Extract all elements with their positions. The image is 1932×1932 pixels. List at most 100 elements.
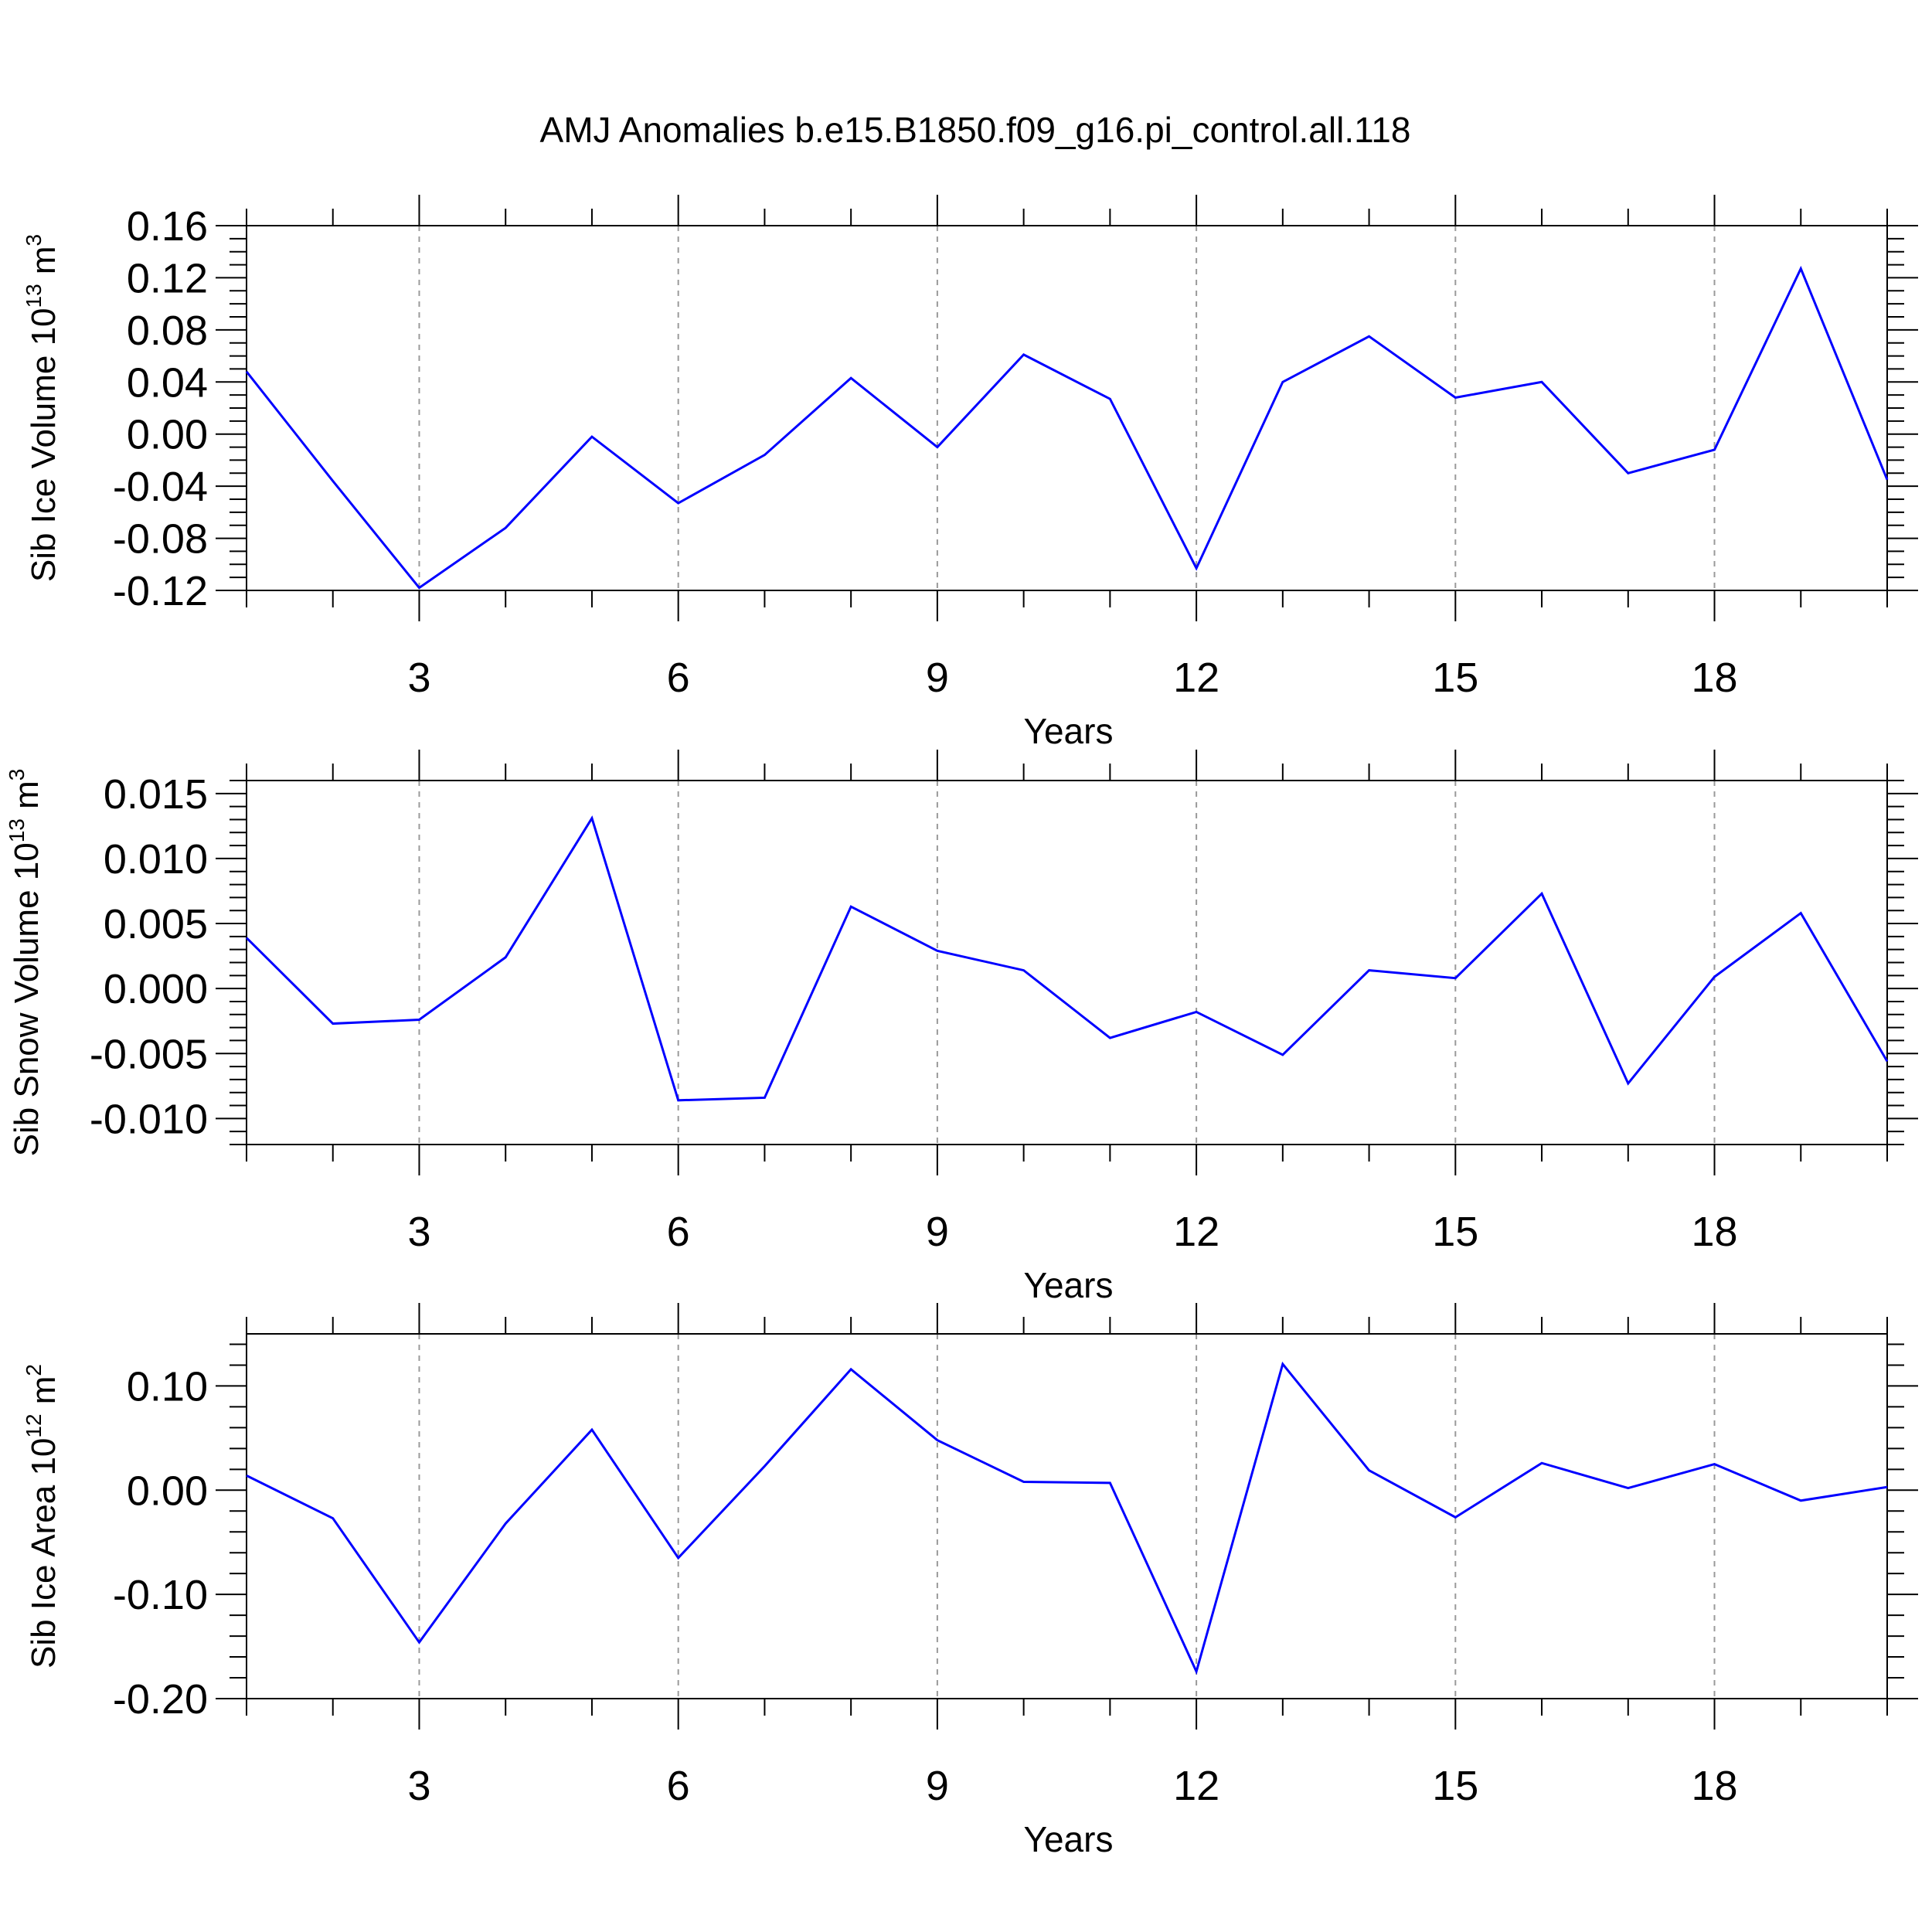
data-point [1539, 1461, 1544, 1465]
y-tick-label: -0.005 [90, 1031, 208, 1077]
data-point [503, 1521, 508, 1526]
y-tick-label: 0.010 [104, 836, 208, 883]
x-axis-label: Years [1024, 1819, 1114, 1859]
data-point [590, 816, 594, 821]
y-tick-label: 0.04 [127, 359, 208, 406]
x-tick-label: 15 [1432, 1209, 1478, 1255]
panel-2: 0.015 0.010 0.005 0.000 -0.005 -0.010 3 6 9 12 15 1… [5, 750, 1918, 1305]
x-tick-label: 18 [1691, 655, 1737, 701]
data-point [1194, 1669, 1199, 1674]
data-point [1281, 1362, 1285, 1366]
data-point [590, 1427, 594, 1432]
data-point [676, 1556, 681, 1560]
data-point [1107, 1036, 1112, 1040]
y-axis-label-part: Sib Ice Area 10 [25, 1438, 63, 1668]
x-tick-label: 12 [1173, 655, 1219, 701]
data-point [244, 1473, 249, 1478]
y-tick-label: 0.005 [104, 901, 208, 947]
series-line [247, 1364, 1887, 1672]
data-point [1713, 1462, 1717, 1467]
x-tick-label: 3 [407, 655, 430, 701]
data-point [762, 1095, 767, 1100]
x-axis-label: Years [1024, 1265, 1114, 1305]
data-point [762, 1464, 767, 1468]
data-point [1626, 1486, 1631, 1491]
y-tick-label: -0.10 [113, 1572, 208, 1618]
data-point [1194, 566, 1199, 570]
data-point [1798, 911, 1803, 916]
data-point [1713, 975, 1717, 979]
data-point [590, 434, 594, 439]
series-line [247, 269, 1887, 588]
y-tick-label: 0.08 [127, 308, 208, 354]
plot-frame [247, 1334, 1887, 1699]
data-point [417, 586, 421, 590]
data-point [244, 369, 249, 374]
data-point [503, 526, 508, 530]
y-tick-label: -0.20 [113, 1676, 208, 1723]
data-point [1453, 1515, 1458, 1519]
x-tick-label: 6 [667, 1209, 690, 1255]
y-axis-label-part: m [25, 1376, 63, 1414]
data-point [849, 904, 853, 909]
x-tick-label: 12 [1173, 1209, 1219, 1255]
data-point [1539, 891, 1544, 896]
data-point [417, 1640, 421, 1645]
data-point [1107, 1481, 1112, 1485]
data-point [1626, 1081, 1631, 1086]
data-point [849, 1367, 853, 1372]
data-point [503, 955, 508, 960]
data-point [1281, 1053, 1285, 1057]
x-tick-label: 18 [1691, 1763, 1737, 1809]
data-point [1367, 968, 1372, 973]
data-point [1885, 478, 1889, 482]
data-point [1713, 447, 1717, 452]
y-tick-label: 0.00 [127, 1468, 208, 1514]
data-point [1022, 1479, 1026, 1484]
y-axis-label-superscript: 13 [5, 818, 29, 842]
y-tick-label: 0.00 [127, 412, 208, 458]
data-point [1798, 1498, 1803, 1503]
plot-frame [247, 781, 1887, 1145]
data-point [676, 501, 681, 505]
y-tick-label: 0.015 [104, 771, 208, 818]
data-point [1453, 976, 1458, 981]
panel-1: 0.16 0.12 0.08 0.04 0.00 -0.04 -0.08 -0.12 3 6 9 12… [22, 195, 1918, 751]
data-point [1367, 334, 1372, 338]
y-axis-label-part: Sib Snow Volume 10 [8, 842, 46, 1156]
y-tick-label: 0.10 [127, 1363, 208, 1410]
y-axis-label-part: Sib Ice Volume 10 [25, 308, 63, 582]
data-point [1194, 1009, 1199, 1014]
data-point [1885, 1485, 1889, 1489]
data-point [417, 1018, 421, 1022]
y-axis-label-superscript: 13 [22, 284, 46, 308]
data-point [1022, 968, 1026, 973]
y-axis-label: Sib Snow Volume 1013 m3 [5, 769, 46, 1157]
panels: 0.16 0.12 0.08 0.04 0.00 -0.04 -0.08 -0.12 3 6 9 12… [5, 195, 1918, 1859]
y-axis-label-superscript: 12 [22, 1413, 46, 1437]
y-tick-label: -0.010 [90, 1096, 208, 1142]
data-point [331, 1022, 335, 1026]
series-line [247, 818, 1887, 1100]
data-point [676, 1098, 681, 1103]
y-tick-label: 0.16 [127, 203, 208, 250]
data-point [1798, 267, 1803, 271]
x-axis-label: Years [1024, 711, 1114, 751]
data-point [331, 1516, 335, 1521]
x-tick-label: 6 [667, 1763, 690, 1809]
chart-title: AMJ Anomalies b.e15.B1850.f09_g16.pi_con… [540, 110, 1411, 150]
y-tick-label: 0.12 [127, 255, 208, 301]
y-axis-label: Sib Ice Volume 1013 m3 [22, 234, 63, 582]
data-point [1453, 396, 1458, 400]
data-point [935, 948, 940, 953]
data-point [1626, 471, 1631, 475]
x-tick-label: 9 [926, 655, 949, 701]
x-tick-label: 15 [1432, 655, 1478, 701]
x-tick-label: 15 [1432, 1763, 1478, 1809]
data-point [935, 1438, 940, 1443]
x-tick-label: 18 [1691, 1209, 1737, 1255]
x-tick-label: 9 [926, 1763, 949, 1809]
data-point [1107, 396, 1112, 401]
y-tick-label: 0.000 [104, 966, 208, 1012]
